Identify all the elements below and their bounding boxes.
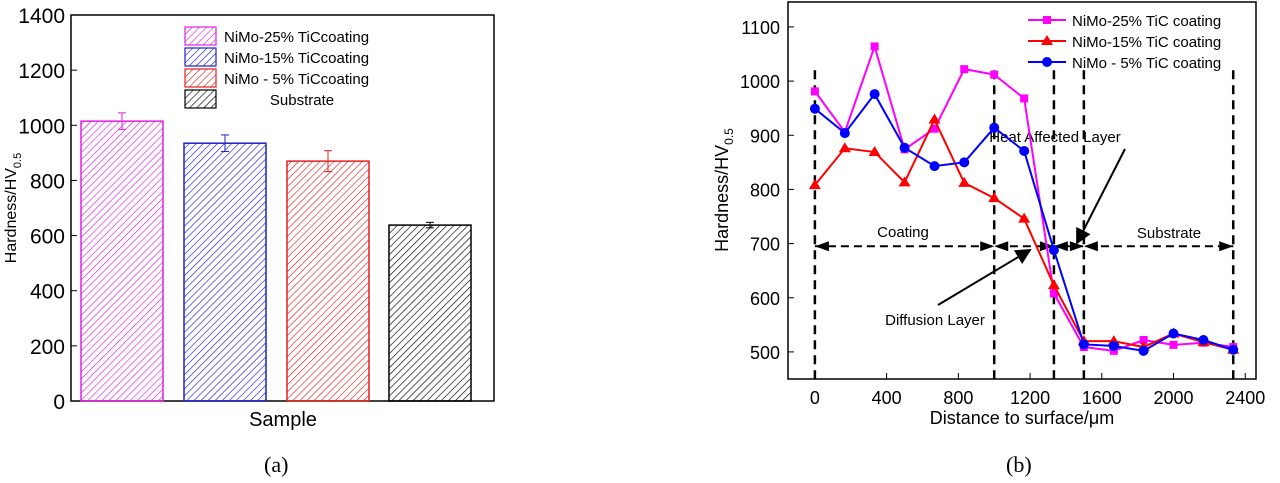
region-arrowhead [1083, 241, 1098, 252]
chart-a-bar: 0 200 400 600 800 1000 1200 1400 NiMo-25% TiCcoa… [3, 5, 495, 431]
region-arrowhead [994, 241, 1009, 252]
y-tick-label: 1000 [18, 115, 65, 138]
x-tick-label: 0 [810, 388, 820, 408]
bar [183, 142, 267, 402]
x-axis-label: Sample [249, 409, 317, 431]
legend-marker [1042, 57, 1052, 67]
data-point [869, 89, 880, 100]
y-tick-label: 1200 [18, 60, 65, 83]
data-point [870, 42, 879, 51]
legend-swatch [184, 68, 217, 88]
y-tick-label: 800 [30, 170, 65, 193]
x-tick-label: 800 [943, 388, 973, 408]
legend-swatch [184, 26, 217, 46]
y-axis-label: Hardness/HV0.5 [3, 153, 24, 263]
data-point [1108, 340, 1119, 351]
region-arrowhead [814, 241, 829, 252]
legend-label: NiMo-25% TiC coating [1072, 13, 1221, 30]
data-point [988, 192, 1001, 203]
legend-label: NiMo - 5% TiC coating [1072, 55, 1221, 72]
data-point [809, 103, 820, 114]
data-point [838, 142, 851, 153]
data-point [898, 176, 911, 187]
y-tick-label: 900 [750, 126, 780, 146]
legend-swatch [184, 89, 217, 109]
legend-label: NiMo - 5% TiCcoating [224, 71, 369, 88]
legend-swatch [184, 47, 217, 67]
data-point [810, 87, 819, 96]
data-point [929, 161, 940, 172]
data-point [1168, 328, 1179, 339]
data-point [1048, 245, 1059, 256]
data-point [1198, 335, 1209, 345]
data-point [1019, 145, 1030, 156]
x-tick-label: 400 [872, 388, 902, 408]
y-tick-label: 1000 [740, 72, 780, 92]
data-point [808, 179, 821, 190]
data-point [989, 122, 1000, 133]
x-tick-label: 1600 [1082, 388, 1122, 408]
y-tick-label: 200 [30, 336, 65, 359]
data-point [959, 157, 970, 168]
legend-label: NiMo-15% TiCcoating [224, 50, 369, 67]
data-point [960, 65, 969, 74]
arrow-heat-affected [1076, 148, 1126, 245]
y-axis-label: Hardness/HV0.5 [712, 128, 736, 252]
data-point [899, 142, 910, 153]
panel-label-b: (b) [1006, 452, 1032, 477]
legend-label: NiMo-15% TiC coating [1072, 34, 1221, 51]
annotation-heat-affected: Heat Affected Layer [989, 129, 1120, 146]
data-point [1049, 289, 1058, 298]
y-tick-label: 1100 [741, 18, 780, 38]
y-tick-label: 0 [53, 391, 65, 414]
legend-label: Substrate [270, 92, 334, 109]
x-tick-label: 2400 [1225, 388, 1265, 408]
data-point [839, 128, 850, 139]
x-tick-label: 2000 [1153, 388, 1193, 408]
region-arrowhead [1219, 241, 1234, 252]
x-tick-label: 1200 [1010, 388, 1050, 408]
chart-b-line: 500 600 700 800 900 1000 1100 0 400 800 1200 1600 20… [712, 1, 1265, 428]
y-tick-label: 1400 [18, 5, 65, 28]
y-tick-label: 600 [30, 226, 65, 249]
data-point [930, 124, 939, 133]
data-point [1078, 339, 1089, 350]
legend-marker [1041, 35, 1053, 45]
legend-marker [1043, 16, 1051, 24]
x-axis-label: Distance to surface/μm [930, 408, 1114, 428]
panel-label-a: (a) [264, 452, 289, 477]
annotation-diffusion: Diffusion Layer [885, 312, 985, 329]
data-point [1018, 212, 1031, 223]
region-arrowhead [1053, 241, 1068, 252]
bar [286, 160, 370, 402]
data-point [1138, 345, 1149, 356]
bar [388, 224, 472, 402]
data-point [1047, 279, 1060, 290]
legend-label: NiMo-25% TiCcoating [224, 29, 369, 46]
data-point [1020, 94, 1029, 103]
bar [80, 120, 164, 402]
data-point [1228, 344, 1239, 355]
y-tick-label: 400 [30, 281, 65, 304]
plot-frame [70, 14, 495, 402]
y-tick-label: 500 [750, 343, 780, 363]
data-point [1169, 340, 1178, 349]
region-arrowhead [1069, 241, 1084, 252]
annotation-substrate: Substrate [1137, 225, 1201, 242]
data-point [1139, 336, 1148, 344]
data-point [958, 176, 971, 187]
plot-frame [787, 1, 1257, 380]
annotation-coating: Coating [877, 224, 929, 241]
y-tick-label: 800 [750, 180, 780, 200]
y-tick-label: 600 [750, 289, 780, 309]
arrow-diffusion [937, 248, 1032, 306]
region-arrowhead [980, 241, 995, 252]
data-point [928, 113, 941, 124]
y-tick-label: 700 [750, 235, 780, 255]
data-point [990, 70, 999, 79]
data-point [868, 146, 881, 157]
